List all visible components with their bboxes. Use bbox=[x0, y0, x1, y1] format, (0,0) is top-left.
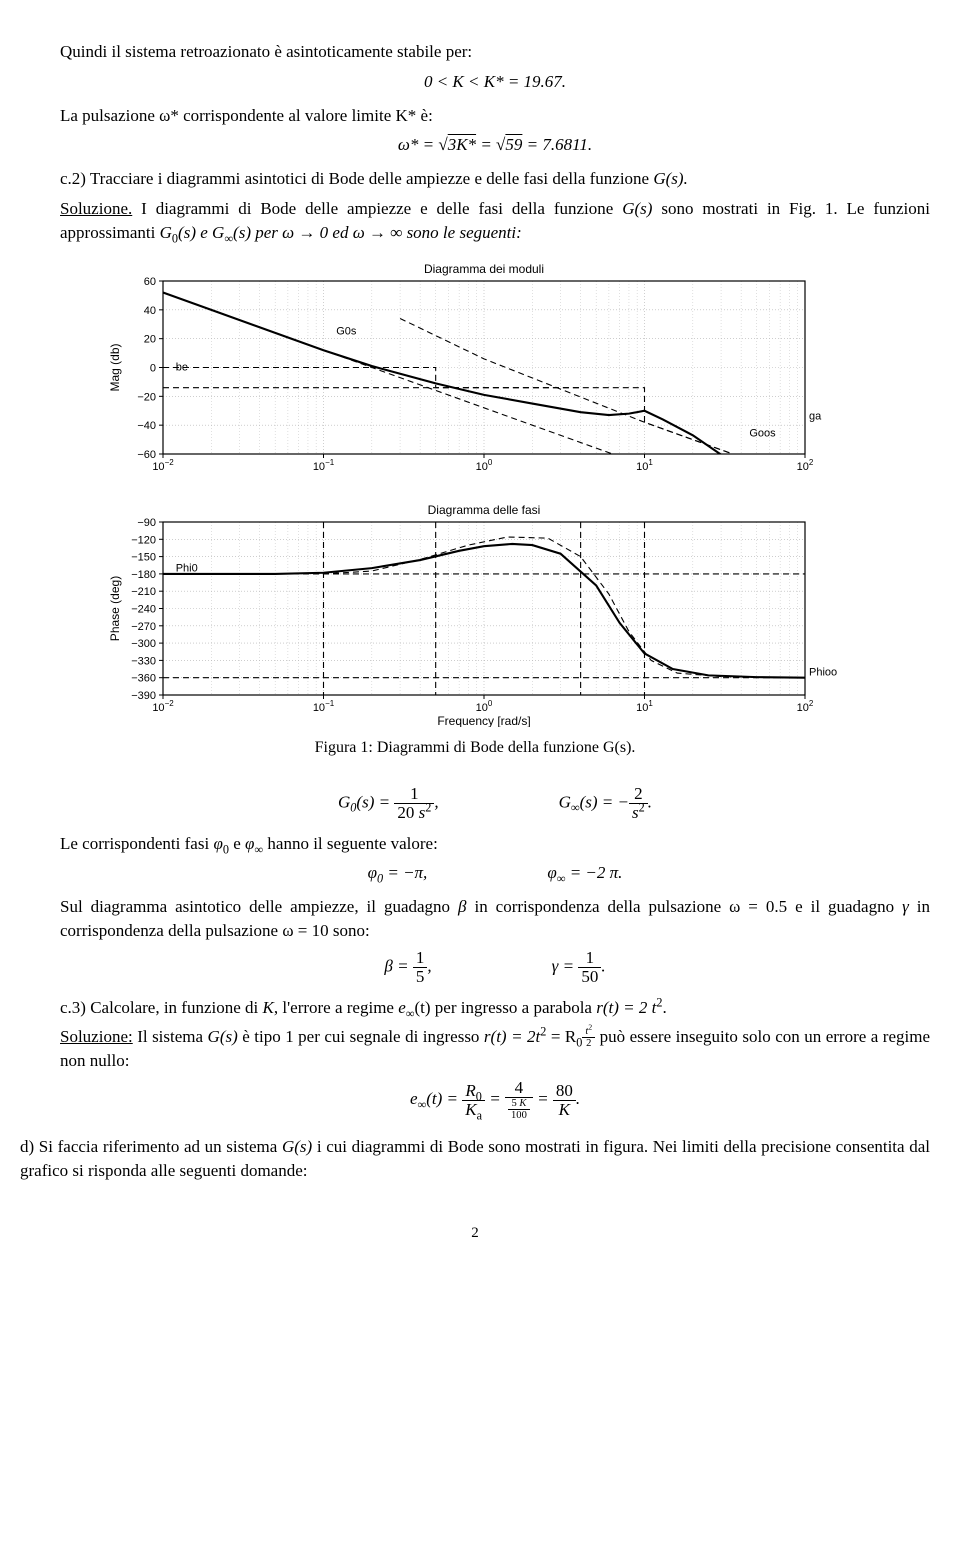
svg-text:10−1: 10−1 bbox=[313, 699, 335, 714]
svg-text:101: 101 bbox=[636, 699, 653, 714]
annotation-g0s: G0s bbox=[336, 325, 357, 337]
svg-text:−120: −120 bbox=[131, 534, 156, 546]
svg-text:20: 20 bbox=[144, 333, 156, 345]
para-3: c.2) Tracciare i diagrammi asintotici di… bbox=[60, 167, 930, 191]
svg-text:Diagramma delle fasi: Diagramma delle fasi bbox=[428, 503, 541, 517]
svg-text:−150: −150 bbox=[131, 551, 156, 563]
svg-text:−330: −330 bbox=[131, 655, 156, 667]
svg-text:−210: −210 bbox=[131, 586, 156, 598]
annotation-phioo: Phioo bbox=[809, 666, 837, 678]
svg-text:Mag (db): Mag (db) bbox=[108, 343, 122, 391]
svg-text:−240: −240 bbox=[131, 603, 156, 615]
svg-text:Frequency [rad/s]: Frequency [rad/s] bbox=[437, 714, 530, 727]
svg-text:102: 102 bbox=[797, 458, 814, 473]
bode-magnitude-plot: −60 −40 −20 0 20 40 60 10−2 10−1 100 101 102 Diagram… bbox=[105, 261, 845, 486]
svg-text:−360: −360 bbox=[131, 672, 156, 684]
svg-text:40: 40 bbox=[144, 304, 156, 316]
para-8: Soluzione: Il sistema G(s) è tipo 1 per … bbox=[60, 1025, 930, 1073]
eq-omega-star: ω* = √3K* = √59 = 7.6811. bbox=[60, 133, 930, 157]
annotation-ga: ga bbox=[809, 410, 822, 422]
svg-text:10−1: 10−1 bbox=[313, 458, 335, 473]
svg-text:10−2: 10−2 bbox=[152, 458, 174, 473]
svg-text:100: 100 bbox=[476, 458, 493, 473]
svg-text:0: 0 bbox=[150, 362, 156, 374]
svg-text:−20: −20 bbox=[137, 391, 156, 403]
svg-text:−40: −40 bbox=[137, 420, 156, 432]
svg-text:Phase (deg): Phase (deg) bbox=[108, 575, 122, 640]
svg-text:101: 101 bbox=[636, 458, 653, 473]
svg-text:100: 100 bbox=[476, 699, 493, 714]
eq-g0-ginf: G0(s) = 120 s2, G∞(s) = −2s2. bbox=[60, 785, 930, 822]
eq-phi: φ0 = −π, φ∞ = −2 π. bbox=[60, 861, 930, 885]
eq-beta-gamma: β = 15, γ = 150. bbox=[60, 949, 930, 986]
svg-text:−270: −270 bbox=[131, 620, 156, 632]
annotation-goos: Goos bbox=[749, 427, 776, 439]
para-6: Sul diagramma asintotico delle ampiezze,… bbox=[60, 895, 930, 943]
eq-k-range: 0 < K < K* = 19.67. bbox=[60, 70, 930, 94]
svg-text:102: 102 bbox=[797, 699, 814, 714]
annotation-phi0: Phi0 bbox=[176, 562, 198, 574]
svg-text:Diagramma dei moduli: Diagramma dei moduli bbox=[424, 262, 544, 276]
page-number: 2 bbox=[20, 1223, 930, 1244]
para-2: La pulsazione ω* corrispondente al valor… bbox=[60, 104, 930, 128]
svg-text:−300: −300 bbox=[131, 638, 156, 650]
svg-text:−90: −90 bbox=[137, 517, 156, 529]
svg-text:−60: −60 bbox=[137, 449, 156, 461]
svg-text:60: 60 bbox=[144, 276, 156, 288]
bode-phase-plot: −390 −360 −330 −300 −270 −240 −210 −180 −150 −120… bbox=[105, 502, 845, 727]
para-7: c.3) Calcolare, in funzione di K, l'erro… bbox=[60, 996, 930, 1020]
figure-caption: Figura 1: Diagrammi di Bode della funzio… bbox=[20, 737, 930, 759]
para-9: d) Si faccia riferimento ad un sistema G… bbox=[20, 1135, 930, 1183]
svg-text:10−2: 10−2 bbox=[152, 699, 174, 714]
para-1: Quindi il sistema retroazionato è asinto… bbox=[60, 40, 930, 64]
svg-text:−390: −390 bbox=[131, 690, 156, 702]
eq-einf: e∞(t) = R0Ka = 45 K100 = 80K. bbox=[60, 1079, 930, 1121]
para-4: Soluzione. I diagrammi di Bode delle amp… bbox=[60, 197, 930, 245]
para-5: Le corrispondenti fasi φ0 e φ∞ hanno il … bbox=[60, 832, 930, 856]
svg-text:−180: −180 bbox=[131, 568, 156, 580]
annotation-be: be bbox=[176, 361, 188, 373]
